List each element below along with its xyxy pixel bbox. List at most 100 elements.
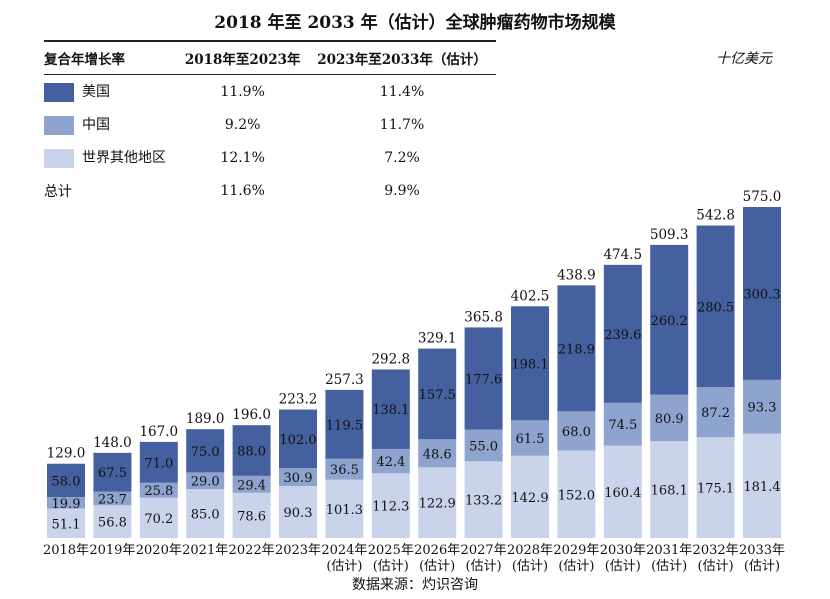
bar-segment-china [418, 439, 457, 468]
bar-segment-rest-of-world [232, 492, 271, 538]
segment-value-label: 80.9 [655, 412, 684, 427]
x-axis-category-label: 2025年 [368, 543, 414, 558]
bar-segment-rest-of-world [186, 489, 225, 538]
x-axis-category-label: 2019年 [89, 543, 135, 558]
x-axis-category-label: (估计) [744, 559, 780, 574]
segment-value-label: 68.0 [562, 425, 591, 440]
segment-value-label: 78.6 [237, 509, 266, 524]
segment-value-label: 29.0 [191, 475, 220, 490]
segment-value-label: 51.1 [52, 517, 81, 532]
x-axis-category-label: 2021年 [182, 543, 228, 558]
segment-value-label: 280.5 [697, 300, 734, 315]
segment-value-label: 75.0 [191, 445, 220, 460]
cagr-value: 11.7% [379, 116, 425, 133]
bar-segment-rest-of-world [371, 473, 410, 538]
segment-value-label: 93.3 [748, 401, 777, 416]
bar-segment-china [139, 482, 178, 498]
segment-value-label: 58.0 [52, 474, 81, 489]
bar-segment-rest-of-world [279, 486, 317, 538]
cagr-value: 11.6% [220, 182, 265, 199]
bar-segment-china [325, 458, 364, 480]
cagr-header-label: 复合年增长率 [44, 40, 178, 75]
bar-segment-us [279, 409, 317, 469]
bar-segment-china [47, 497, 85, 509]
bar-total-label: 189.0 [186, 411, 225, 427]
bar-total-label: 167.0 [139, 424, 178, 440]
bar-segment-china [279, 468, 317, 487]
x-axis-category-label: 2018年 [43, 543, 89, 558]
cagr-header-2023-2033: 2023年至2033年（估计） [308, 40, 496, 75]
x-axis-category-label: 2024年 [321, 543, 367, 558]
bar-segment-china [232, 475, 271, 493]
segment-value-label: 29.4 [237, 478, 266, 493]
bar-segment-china [603, 402, 642, 446]
bar-total-label: 575.0 [743, 189, 782, 205]
segment-value-label: 42.4 [376, 455, 405, 470]
segment-value-label: 23.7 [98, 492, 127, 507]
segment-value-label: 67.5 [98, 466, 127, 481]
bar-total-label: 223.2 [279, 392, 318, 408]
x-axis-category-label: (估计) [419, 559, 455, 574]
cagr-value: 9.9% [384, 182, 420, 199]
x-axis-category-label: 2032年 [693, 543, 739, 558]
bar-total-label: 402.5 [511, 288, 550, 304]
bar-segment-rest-of-world [650, 441, 689, 538]
segment-value-label: 112.3 [372, 500, 409, 515]
legend-swatch-china [44, 115, 74, 135]
bar-segment-china [371, 448, 410, 474]
x-axis-category-label: 2023年 [275, 543, 321, 558]
segment-value-label: 218.9 [558, 342, 595, 357]
bar-segment-us [186, 429, 225, 473]
x-axis-category-label: (估计) [651, 559, 687, 574]
cagr-value: 11.4% [379, 83, 425, 100]
bar-segment-us [603, 264, 642, 403]
unit-label: 十亿美元 [716, 51, 772, 67]
segment-value-label: 70.2 [144, 512, 173, 527]
bar-segment-us [557, 285, 596, 412]
segment-value-label: 239.6 [604, 328, 641, 343]
cagr-value: 9.2% [224, 116, 261, 133]
segment-value-label: 71.0 [144, 456, 173, 471]
bar-segment-china [464, 429, 503, 462]
x-axis-category-label: (估计) [558, 559, 594, 574]
segment-value-label: 122.9 [419, 497, 456, 512]
x-axis-category-label: (估计) [512, 559, 548, 574]
bar-segment-china [696, 387, 735, 438]
cagr-row-total: 总计 11.6% 9.9% [44, 174, 496, 207]
bar-segment-us [511, 306, 549, 421]
cagr-header-2018-2023: 2018年至2023年 [177, 40, 309, 75]
legend-label-total: 总计 [44, 183, 72, 200]
bar-total-label: 257.3 [325, 372, 364, 388]
segment-value-label: 36.5 [330, 463, 359, 478]
segment-value-label: 198.1 [511, 357, 548, 372]
cagr-value: 7.2% [384, 149, 420, 166]
x-axis-category-label: 2022年 [229, 543, 275, 558]
x-axis-category-label: 2027年 [461, 543, 507, 558]
legend-swatch-rest-of-world [44, 148, 74, 168]
x-axis-category-label: (估计) [698, 559, 734, 574]
bar-segment-rest-of-world [696, 437, 735, 538]
segment-value-label: 101.3 [326, 503, 363, 518]
segment-value-label: 48.6 [423, 447, 452, 462]
x-axis-category-label: 2026年 [414, 543, 460, 558]
chart-title: 2018 年至 2033 年（估计）全球肿瘤药物市场规模 [214, 13, 616, 33]
cagr-row-us: 美国 11.9% 11.4% [44, 75, 496, 109]
bar-segment-us [418, 348, 457, 440]
bar-total-label: 129.0 [47, 446, 86, 462]
bar-segment-china [743, 379, 781, 434]
segment-value-label: 157.5 [419, 388, 456, 403]
x-axis-category-label: (估计) [605, 559, 641, 574]
bar-segment-china [511, 420, 549, 456]
x-axis-category-label: 2031年 [646, 543, 692, 558]
bar-total-label: 365.8 [464, 309, 503, 325]
bar-segment-rest-of-world [139, 497, 178, 538]
bar-total-label: 196.0 [232, 407, 271, 423]
legend-swatch-us [44, 82, 74, 102]
cagr-header-row: 复合年增长率 2018年至2023年 2023年至2033年（估计） [44, 40, 496, 75]
x-axis-category-label: 2033年 [739, 543, 785, 558]
segment-value-label: 152.0 [558, 488, 595, 503]
x-axis-category-label: (估计) [466, 559, 502, 574]
bar-segment-china [557, 411, 596, 451]
bar-segment-us [650, 244, 689, 395]
